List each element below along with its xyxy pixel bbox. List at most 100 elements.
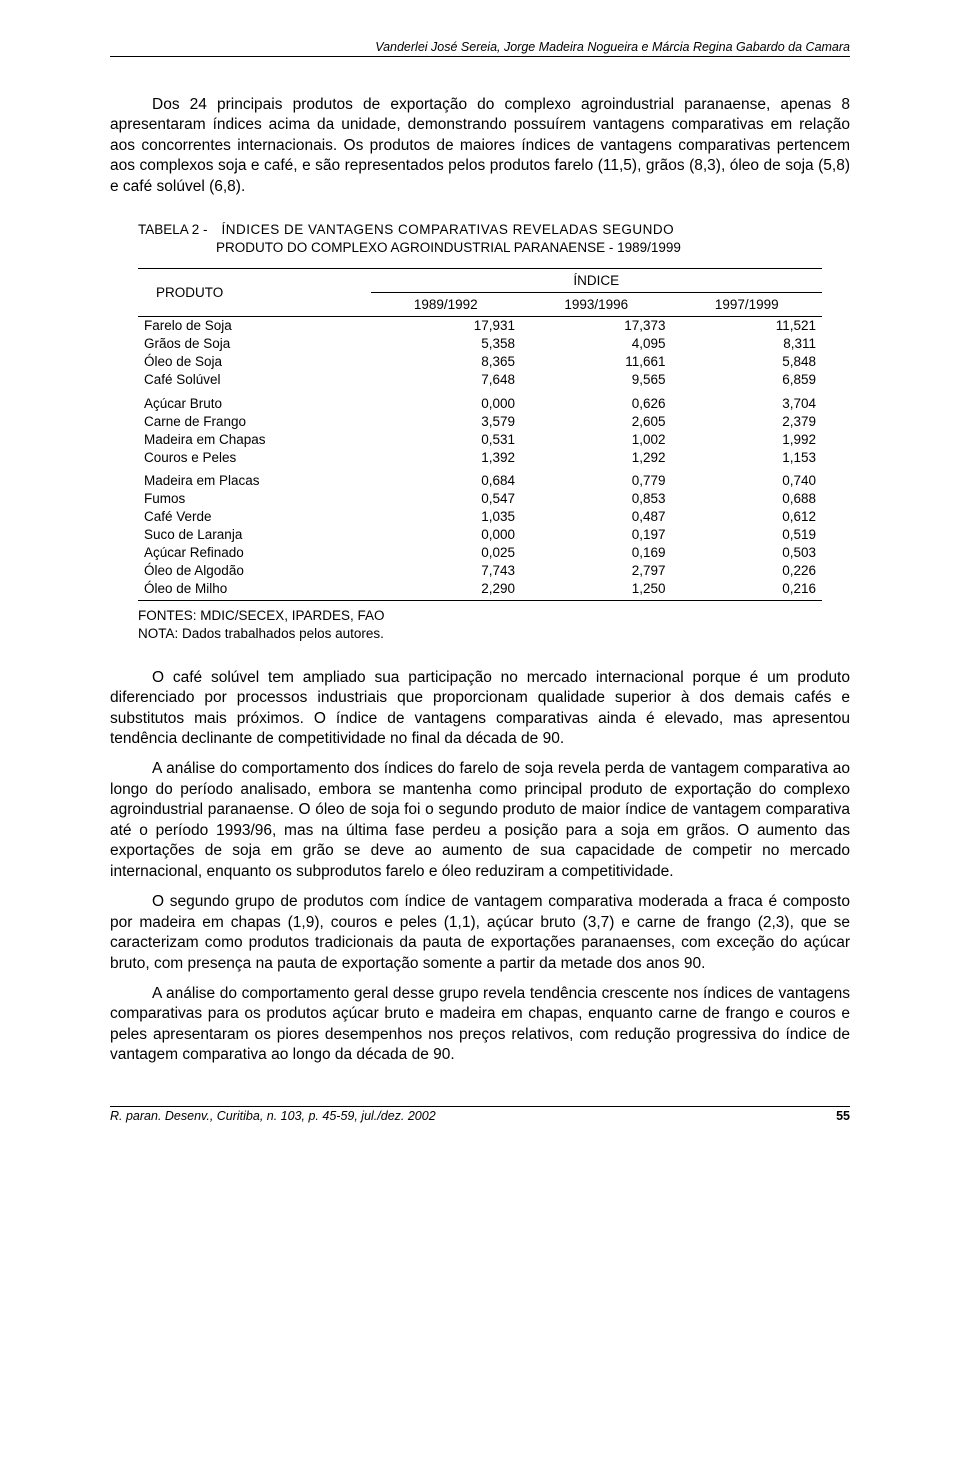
table-row: Carne de Frango3,5792,6052,379 — [138, 412, 822, 430]
row-label: Fumos — [138, 490, 371, 508]
table-row: Fumos0,5470,8530,688 — [138, 490, 822, 508]
row-value: 9,565 — [521, 371, 671, 389]
col-header-period: 1993/1996 — [521, 292, 671, 316]
table-title-line1: ÍNDICES DE VANTAGENS COMPARATIVAS REVELA… — [222, 221, 675, 239]
table-row: Suco de Laranja0,0000,1970,519 — [138, 526, 822, 544]
table-row: Açúcar Refinado0,0250,1690,503 — [138, 544, 822, 562]
table-row: Óleo de Milho2,2901,2500,216 — [138, 580, 822, 601]
table-title-prefix: TABELA 2 - — [138, 221, 208, 239]
row-value: 8,311 — [672, 335, 823, 353]
row-value: 1,250 — [521, 580, 671, 601]
footer-page-number: 55 — [836, 1109, 850, 1123]
col-header-indice: ÍNDICE — [371, 268, 822, 292]
row-label: Carne de Frango — [138, 412, 371, 430]
row-value: 17,373 — [521, 316, 671, 335]
paragraph: A análise do comportamento geral desse g… — [110, 984, 850, 1066]
row-label: Suco de Laranja — [138, 526, 371, 544]
row-label: Café Verde — [138, 508, 371, 526]
row-label: Farelo de Soja — [138, 316, 371, 335]
row-label: Café Solúvel — [138, 371, 371, 389]
footer-citation: R. paran. Desenv., Curitiba, n. 103, p. … — [110, 1109, 436, 1123]
col-header-period: 1989/1992 — [371, 292, 521, 316]
running-head: Vanderlei José Sereia, Jorge Madeira Nog… — [110, 40, 850, 57]
table-row: Óleo de Soja8,36511,6615,848 — [138, 353, 822, 371]
row-value: 0,531 — [371, 430, 521, 448]
row-value: 6,859 — [672, 371, 823, 389]
row-label: Óleo de Milho — [138, 580, 371, 601]
row-value: 2,605 — [521, 412, 671, 430]
row-value: 7,743 — [371, 562, 521, 580]
table-row: Grãos de Soja5,3584,0958,311 — [138, 335, 822, 353]
table-title: TABELA 2 - ÍNDICES DE VANTAGENS COMPARAT… — [138, 221, 822, 257]
body-text-top: Dos 24 principais produtos de exportação… — [110, 95, 850, 197]
row-value: 17,931 — [371, 316, 521, 335]
row-value: 0,503 — [672, 544, 823, 562]
row-value: 3,704 — [672, 389, 823, 413]
paragraph: Dos 24 principais produtos de exportação… — [110, 95, 850, 197]
table-fontes: FONTES: MDIC/SECEX, IPARDES, FAO — [138, 607, 822, 625]
row-value: 0,684 — [371, 466, 521, 490]
table-row: Madeira em Chapas0,5311,0021,992 — [138, 430, 822, 448]
row-value: 0,216 — [672, 580, 823, 601]
row-value: 0,000 — [371, 526, 521, 544]
table-row: Açúcar Bruto0,0000,6263,704 — [138, 389, 822, 413]
row-value: 0,688 — [672, 490, 823, 508]
row-label: Óleo de Algodão — [138, 562, 371, 580]
table-row: Farelo de Soja17,93117,37311,521 — [138, 316, 822, 335]
row-label: Açúcar Refinado — [138, 544, 371, 562]
row-label: Madeira em Placas — [138, 466, 371, 490]
table-row: Madeira em Placas0,6840,7790,740 — [138, 466, 822, 490]
paragraph: A análise do comportamento dos índices d… — [110, 759, 850, 882]
row-value: 0,626 — [521, 389, 671, 413]
row-value: 2,290 — [371, 580, 521, 601]
row-value: 0,853 — [521, 490, 671, 508]
table-body: Farelo de Soja17,93117,37311,521Grãos de… — [138, 316, 822, 601]
row-value: 2,379 — [672, 412, 823, 430]
row-value: 0,519 — [672, 526, 823, 544]
row-value: 11,661 — [521, 353, 671, 371]
row-value: 2,797 — [521, 562, 671, 580]
row-value: 0,226 — [672, 562, 823, 580]
row-value: 0,197 — [521, 526, 671, 544]
row-value: 1,392 — [371, 448, 521, 466]
row-label: Grãos de Soja — [138, 335, 371, 353]
row-value: 4,095 — [521, 335, 671, 353]
table-row: Couros e Peles1,3921,2921,153 — [138, 448, 822, 466]
table-nota: NOTA: Dados trabalhados pelos autores. — [138, 625, 822, 643]
row-value: 0,612 — [672, 508, 823, 526]
row-value: 7,648 — [371, 371, 521, 389]
row-value: 3,579 — [371, 412, 521, 430]
table-title-line2: PRODUTO DO COMPLEXO AGROINDUSTRIAL PARAN… — [216, 239, 822, 257]
row-value: 1,992 — [672, 430, 823, 448]
row-value: 1,292 — [521, 448, 671, 466]
row-value: 0,547 — [371, 490, 521, 508]
row-value: 11,521 — [672, 316, 823, 335]
row-value: 0,740 — [672, 466, 823, 490]
row-value: 5,848 — [672, 353, 823, 371]
table-row: Café Solúvel7,6489,5656,859 — [138, 371, 822, 389]
row-label: Açúcar Bruto — [138, 389, 371, 413]
row-label: Madeira em Chapas — [138, 430, 371, 448]
paragraph: O café solúvel tem ampliado sua particip… — [110, 668, 850, 750]
row-value: 0,487 — [521, 508, 671, 526]
row-value: 5,358 — [371, 335, 521, 353]
row-value: 1,002 — [521, 430, 671, 448]
row-value: 8,365 — [371, 353, 521, 371]
table-row: Óleo de Algodão7,7432,7970,226 — [138, 562, 822, 580]
row-value: 1,035 — [371, 508, 521, 526]
row-label: Óleo de Soja — [138, 353, 371, 371]
row-value: 0,025 — [371, 544, 521, 562]
col-header-period: 1997/1999 — [672, 292, 823, 316]
row-value: 0,779 — [521, 466, 671, 490]
page: Vanderlei José Sereia, Jorge Madeira Nog… — [0, 0, 960, 1153]
body-text-bottom: O café solúvel tem ampliado sua particip… — [110, 668, 850, 1066]
row-value: 1,153 — [672, 448, 823, 466]
data-table: PRODUTO ÍNDICE 1989/1992 1993/1996 1997/… — [138, 268, 822, 602]
row-value: 0,169 — [521, 544, 671, 562]
paragraph: O segundo grupo de produtos com índice d… — [110, 892, 850, 974]
row-value: 0,000 — [371, 389, 521, 413]
table-block: TABELA 2 - ÍNDICES DE VANTAGENS COMPARAT… — [138, 221, 822, 643]
col-header-produto: PRODUTO — [138, 268, 371, 316]
row-label: Couros e Peles — [138, 448, 371, 466]
table-row: Café Verde1,0350,4870,612 — [138, 508, 822, 526]
